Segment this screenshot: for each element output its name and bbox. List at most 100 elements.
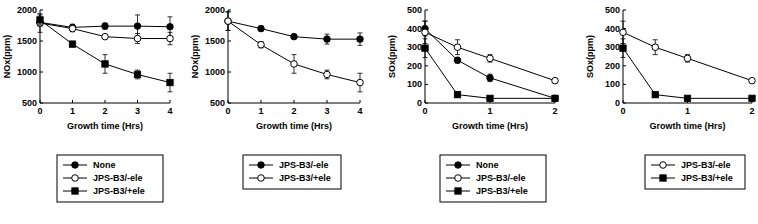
y-tick	[623, 65, 626, 66]
error-bar	[168, 32, 173, 44]
y-tick-label: 1500	[17, 36, 37, 46]
y-tick	[623, 84, 626, 85]
series-line	[425, 48, 555, 98]
data-point	[324, 71, 331, 78]
data-point	[684, 55, 691, 62]
error-cap	[292, 54, 297, 55]
error-cap	[38, 32, 43, 33]
error-cap	[103, 54, 108, 55]
data-point	[454, 44, 461, 51]
x-tick	[137, 100, 138, 103]
legend-label: None	[476, 160, 499, 170]
data-point	[167, 23, 174, 30]
x-tick	[72, 100, 73, 103]
y-tick-label: 300	[407, 42, 422, 52]
y-tick	[228, 41, 231, 42]
legend-box	[645, 155, 745, 189]
error-bar	[488, 74, 493, 81]
error-cap	[325, 44, 330, 45]
x-axis-label: Growth time (Hrs)	[67, 121, 143, 131]
error-bar	[621, 39, 626, 58]
error-bar	[38, 14, 43, 33]
data-point	[102, 23, 109, 30]
y-tick	[425, 84, 428, 85]
y-tick-label: 1500	[205, 36, 225, 46]
error-bar	[226, 12, 231, 31]
error-bar	[455, 40, 460, 55]
x-tick	[228, 100, 229, 103]
plot-area	[225, 12, 364, 92]
error-cap	[325, 34, 330, 35]
y-tick-label: 200	[605, 61, 620, 71]
data-point	[225, 18, 232, 25]
error-cap	[621, 38, 626, 39]
legend: NoneJPS-B3/-eleJPS-B3/+ele	[57, 155, 163, 202]
x-tick	[170, 100, 171, 103]
x-tick-label: 4	[167, 106, 172, 116]
y-axis-label: NOx(ppm)	[190, 35, 200, 79]
data-point	[552, 95, 559, 102]
legend-label: JPS-B3/+ele	[476, 186, 528, 196]
data-point	[134, 35, 141, 42]
data-point	[258, 25, 265, 32]
data-point	[620, 29, 627, 36]
y-tick-label: 500	[210, 98, 225, 108]
x-axis-label: Growth time (Hrs)	[256, 121, 332, 131]
error-bar	[455, 57, 460, 63]
error-cap	[621, 57, 626, 58]
data-point	[291, 61, 298, 68]
data-point	[258, 41, 265, 48]
x-tick-label: 1	[685, 106, 690, 116]
error-bar	[103, 55, 108, 74]
y-tick-label: 300	[605, 42, 620, 52]
error-bar	[135, 70, 140, 79]
error-cap	[168, 44, 173, 45]
error-cap	[135, 70, 140, 71]
data-point	[167, 35, 174, 42]
plot-area	[422, 21, 559, 101]
legend-label: JPS-B3/+ele	[681, 173, 733, 183]
data-point	[422, 29, 429, 36]
legend-marker	[258, 175, 265, 182]
y-tick	[40, 41, 43, 42]
panel: 50010001500200001234Growth time (Hrs)NOx…	[2, 5, 173, 202]
error-cap	[653, 54, 658, 55]
data-point	[552, 95, 558, 101]
y-axis	[425, 10, 426, 103]
data-point	[167, 79, 173, 85]
data-point	[454, 57, 461, 64]
error-bar	[325, 34, 330, 44]
y-tick-label: 200	[407, 61, 422, 71]
y-tick-label: 1000	[17, 67, 37, 77]
legend-box	[243, 155, 341, 189]
legend-marker	[660, 162, 667, 169]
legend-label: JPS-B3/-ele	[681, 160, 731, 170]
error-bar	[259, 42, 264, 48]
x-tick-label: 0	[422, 106, 427, 116]
y-tick-label: 100	[605, 79, 620, 89]
data-point	[291, 33, 298, 40]
legend-marker	[455, 188, 461, 194]
error-cap	[325, 78, 330, 79]
data-point	[69, 25, 76, 32]
x-tick-label: 0	[225, 106, 230, 116]
error-cap	[168, 16, 173, 17]
y-tick-label: 400	[605, 24, 620, 34]
error-bar	[70, 42, 75, 47]
error-bar	[653, 40, 658, 55]
x-tick	[40, 100, 41, 103]
y-tick	[40, 10, 43, 11]
panel: 0100200300400500012Growth time (Hrs)SOx(…	[585, 5, 755, 189]
error-bar	[70, 26, 75, 32]
error-cap	[358, 91, 363, 92]
error-cap	[423, 21, 428, 22]
legend-label: JPS-B3/+ele	[93, 186, 145, 196]
figure: 50010001500200001234Growth time (Hrs)NOx…	[0, 0, 758, 224]
legend-marker	[72, 188, 78, 194]
error-cap	[135, 33, 140, 34]
y-tick	[228, 72, 231, 73]
series-line	[623, 32, 752, 80]
x-tick-label: 2	[102, 106, 107, 116]
error-cap	[455, 54, 460, 55]
error-bar	[135, 34, 140, 44]
